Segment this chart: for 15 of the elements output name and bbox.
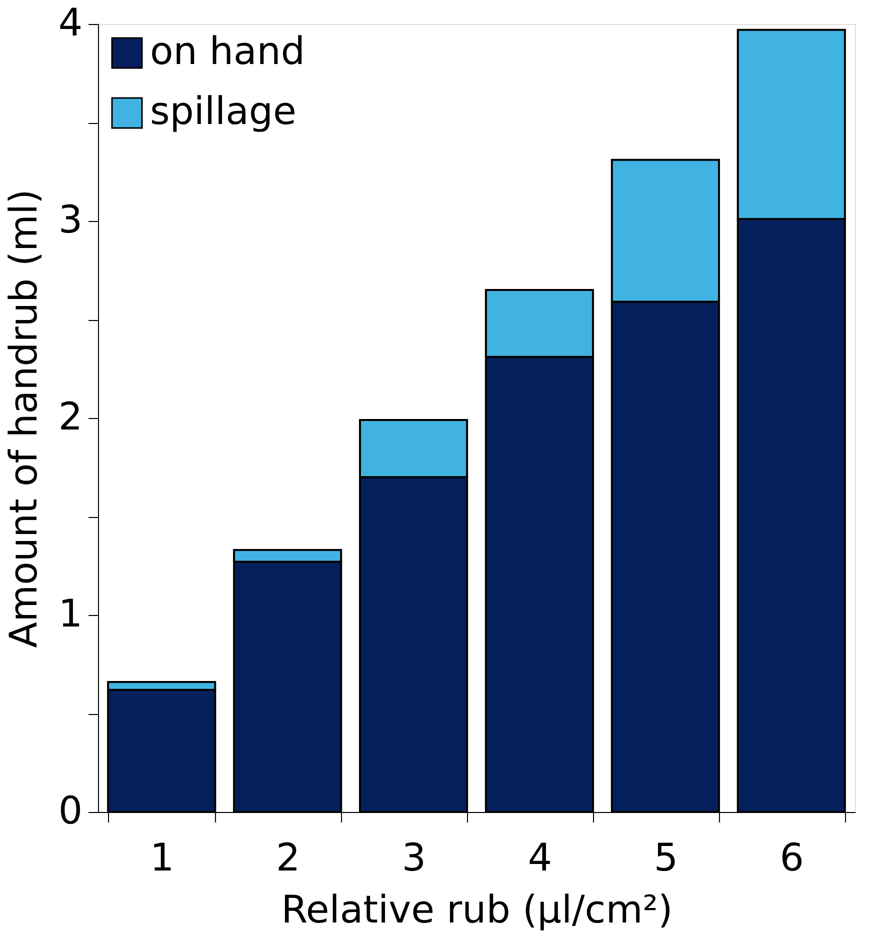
x-axis-title: Relative rub (µl/cm²) xyxy=(281,888,673,932)
y-tick-label: 2 xyxy=(58,394,82,438)
legend-label: spillage xyxy=(150,89,296,133)
y-tick-label: 3 xyxy=(58,198,82,242)
y-axis-title: Amount of handrub (ml) xyxy=(1,189,46,648)
x-tick-label: 2 xyxy=(276,836,300,880)
legend-label: on hand xyxy=(150,29,305,73)
y-tick-label: 0 xyxy=(58,788,82,832)
x-tick-label: 3 xyxy=(402,836,426,880)
x-tick-label: 5 xyxy=(654,836,678,880)
y-tick-label: 4 xyxy=(58,0,82,44)
x-tick-label: 4 xyxy=(528,836,552,880)
x-tick-label: 1 xyxy=(150,836,174,880)
y-tick-label: 1 xyxy=(58,592,82,636)
x-tick-label: 6 xyxy=(780,836,804,880)
